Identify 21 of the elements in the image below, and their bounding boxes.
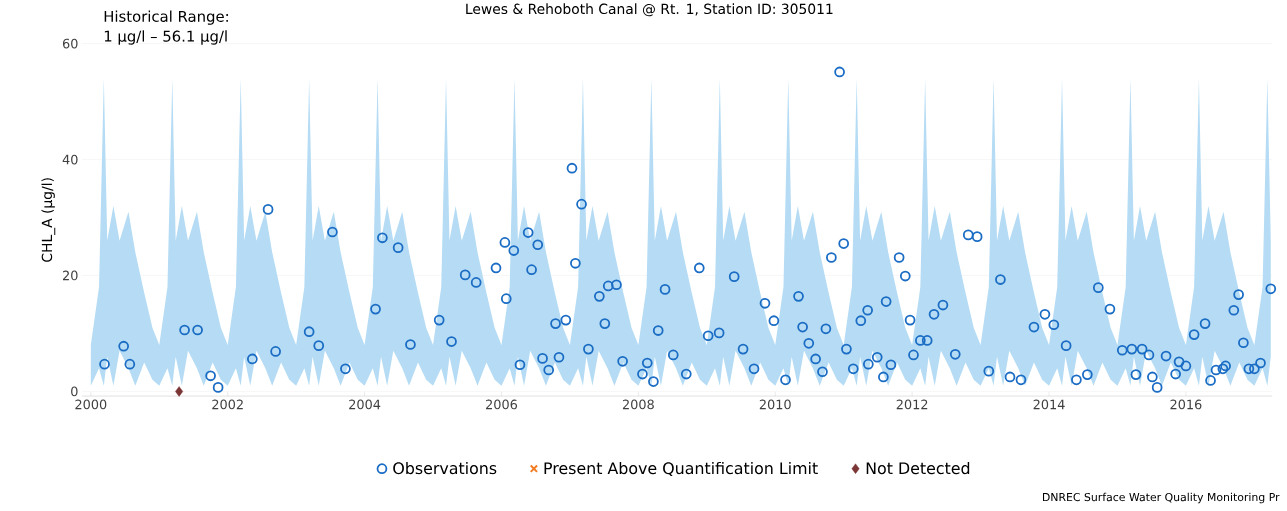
legend-label: Observations: [393, 461, 497, 475]
x-tick-label: 2012: [896, 399, 928, 410]
x-tick-label: 2002: [212, 399, 243, 410]
x-tick-label: 2004: [349, 399, 381, 410]
x-tick-label: 2010: [759, 399, 791, 410]
y-tick-label: 0: [71, 386, 78, 397]
x-tick-label: 2006: [486, 399, 518, 410]
text: DNREC Surface Water Quality Monitoring Pr: [1042, 492, 1280, 504]
chart-title: Lewes & Rehoboth Canal @ Rt. 1, Station ID: 305011: [466, 3, 833, 17]
legend-label: Present Above Quantification Limit: [544, 461, 818, 477]
y-axis-title: CHL_A (µg/l): [41, 178, 56, 262]
y-tick-label: 20: [62, 270, 78, 281]
x-tick-label: 2016: [1170, 399, 1202, 410]
x-tick-label: 2014: [1033, 399, 1065, 410]
y-tick-label: 40: [62, 154, 78, 165]
x-tick-label: 2000: [75, 399, 107, 410]
y-tick-label: 60: [62, 38, 78, 49]
text: Historical Range:: [104, 10, 228, 25]
legend-label: Not Detected: [866, 461, 970, 475]
x-tick-label: 2008: [622, 399, 654, 410]
annotation: 1 µg/l – 56.1 µg/l: [104, 30, 227, 45]
